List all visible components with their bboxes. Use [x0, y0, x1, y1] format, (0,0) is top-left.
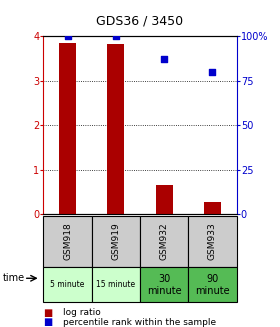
Point	[210, 69, 215, 74]
Bar	[188, 267, 237, 302]
Point	[65, 33, 70, 39]
Text: 5 minute: 5 minute	[50, 280, 85, 289]
Text: 15 minute: 15 minute	[96, 280, 136, 289]
Bar	[188, 216, 237, 267]
Text: 30
minute: 30 minute	[147, 274, 181, 296]
Bar	[43, 267, 92, 302]
Text: percentile rank within the sample: percentile rank within the sample	[63, 318, 216, 327]
Text: GDS36 / 3450: GDS36 / 3450	[96, 15, 184, 28]
Bar	[59, 43, 76, 214]
Point	[114, 33, 118, 39]
Bar	[43, 216, 92, 267]
Bar	[92, 216, 140, 267]
Text: GSM933: GSM933	[208, 222, 217, 260]
Bar	[140, 216, 188, 267]
Bar	[140, 267, 188, 302]
Text: GSM932: GSM932	[160, 222, 169, 260]
Text: log ratio: log ratio	[63, 308, 101, 318]
Text: GSM918: GSM918	[63, 222, 72, 260]
Bar	[108, 44, 124, 214]
Bar	[156, 185, 172, 214]
Bar	[92, 267, 140, 302]
Text: ■: ■	[43, 308, 53, 318]
Text: 90
minute: 90 minute	[195, 274, 230, 296]
Text: time: time	[3, 273, 25, 283]
Text: ■: ■	[43, 317, 53, 327]
Point	[162, 57, 166, 62]
Bar	[204, 202, 221, 214]
Text: GSM919: GSM919	[111, 222, 120, 260]
